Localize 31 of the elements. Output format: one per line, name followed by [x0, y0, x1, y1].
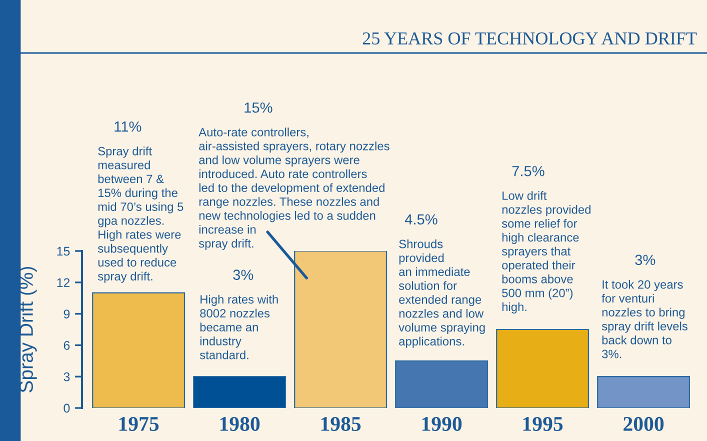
- bar: [496, 328, 590, 408]
- annotation: 3%: [635, 254, 656, 266]
- annotation: Shrouds provided an immediate solution for extended range nozzles and low volume spraying applications.: [398, 239, 485, 348]
- text: 15%: [244, 102, 272, 113]
- text: 7.5%: [512, 166, 544, 176]
- bar: [92, 292, 186, 408]
- text: Auto-rate controllers, air-assisted sprayers, rotary nozzles and low volume sprayers were introduced. Auto rate controllers led to the development of extended range nozzles. These nozzles and new technologies led to a sudden increase in spray drift.: [198, 128, 390, 250]
- bar: [597, 376, 690, 408]
- x-tick-label: 2000: [624, 416, 664, 431]
- y-tick-label: 3: [64, 372, 70, 382]
- bar: [294, 251, 388, 408]
- text: 11%: [114, 121, 142, 132]
- x-tick-label: 1985: [321, 416, 361, 431]
- x-tick-label: 1995: [523, 416, 563, 431]
- y-tick-label: 9: [64, 310, 70, 318]
- y-tick-label: 15: [57, 246, 70, 256]
- y-tick-label: 0: [64, 404, 70, 413]
- bar: [193, 376, 286, 408]
- annotation: 3%: [233, 270, 254, 280]
- annotation: It took 20 years for venturi nozzles to bring spray drift levels back down to 3%.: [602, 280, 688, 358]
- x-tick-label: 1980: [220, 416, 260, 431]
- text: Spray drift measured between 7 & 15% during the mid 70’s using 5 gpa nozzles. High rates were subsequently used to reduce spray drift.: [98, 146, 184, 283]
- bar: [395, 360, 488, 408]
- y-tick-label: 12: [57, 278, 70, 287]
- chart-title: 25 YEARS OF TECHNOLOGY AND DRIFT: [362, 32, 697, 45]
- x-tick-label: 1990: [422, 416, 462, 431]
- x-tick-label: 1975: [119, 416, 159, 431]
- text: 4.5%: [404, 214, 438, 225]
- text: Low drift nozzles provided some relief for high clearance sprayers that operated their booms above 500 mm (20”) high.: [502, 191, 590, 314]
- y-tick-label: 6: [64, 341, 70, 350]
- annotation: High rates with 8002 nozzles became an industry standard.: [200, 294, 278, 360]
